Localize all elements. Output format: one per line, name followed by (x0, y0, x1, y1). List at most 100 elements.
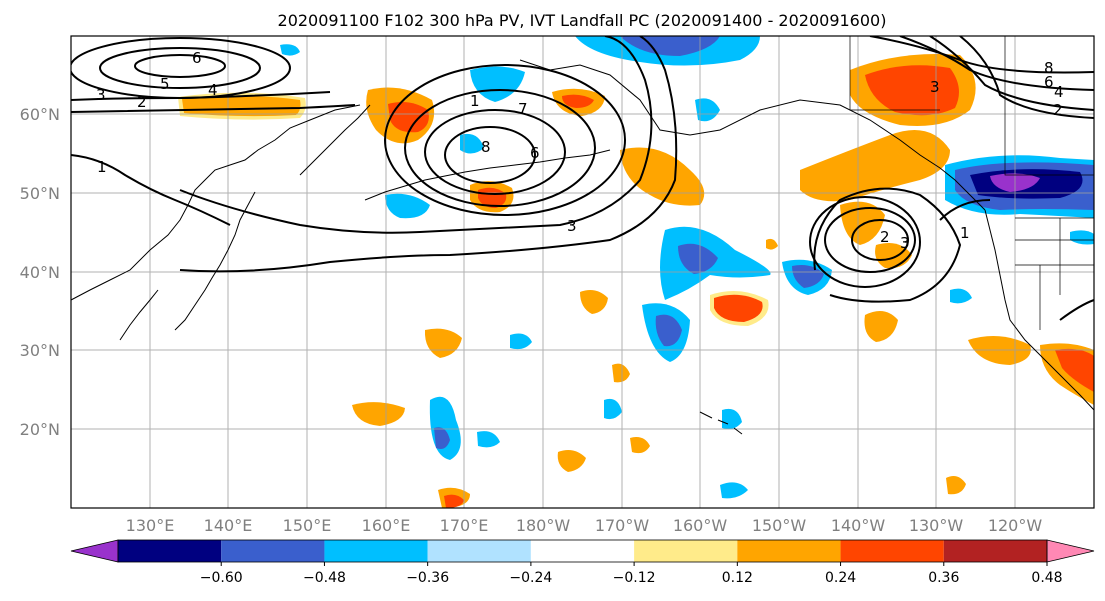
colorbar-box (221, 540, 325, 562)
canada-border (849, 36, 1094, 176)
negative-shading (720, 482, 748, 499)
contour-label: 1 (470, 92, 480, 110)
contour-label: 3 (930, 78, 940, 96)
positive-shading (580, 290, 608, 314)
lat-tick-label: 30°N (20, 341, 60, 360)
colorbar-tick-label: −0.48 (303, 570, 346, 586)
colorbar-tick-label: −0.36 (406, 570, 449, 586)
colorbar-tick-label: 0.12 (722, 570, 753, 586)
lon-tick-label: 130°W (909, 516, 964, 535)
positive-shading (352, 402, 405, 426)
positive-shading (766, 238, 778, 250)
lon-tick-label: 170°E (440, 516, 489, 535)
pv-contour (444, 126, 536, 184)
contour-label: 4 (1054, 83, 1064, 101)
positive-shading (424, 328, 462, 358)
colorbar-box (427, 540, 531, 562)
negative-shading (510, 333, 532, 350)
negative-shading (655, 314, 682, 347)
contour-label: 1 (960, 224, 970, 242)
contour-label: 2 (880, 228, 890, 246)
negative-shading (1070, 230, 1094, 245)
kamchatka-coastline (299, 104, 371, 176)
contour-label: 1 (97, 158, 107, 176)
lat-tick-label: 20°N (20, 420, 60, 439)
contour-label: 3 (96, 86, 106, 104)
colorbar-tick-label: 0.36 (928, 570, 959, 586)
positive-shading (182, 95, 301, 117)
us-state-borders (1015, 217, 1094, 330)
positive-shading (714, 294, 763, 322)
north-america-coastline (984, 209, 1094, 411)
contour-label: 2 (1053, 101, 1063, 119)
figure-title: 2020091100 F102 300 hPa PV, IVT Landfall… (278, 11, 887, 30)
colorbar-extend-min (70, 539, 119, 563)
pv-contour (71, 154, 231, 226)
pv-contour (99, 47, 261, 89)
contour-label: 6 (192, 49, 202, 67)
colorbar: −0.60 −0.48 −0.36 −0.24 −0.12 0.12 0.24 0.36 0.4… (70, 539, 1095, 586)
lat-tick-label: 60°N (20, 105, 60, 124)
lon-tick-label: 180°W (516, 516, 571, 535)
colorbar-box (324, 540, 428, 562)
negative-shading (604, 398, 622, 420)
contour-label: 3 (567, 217, 577, 235)
asia-coastline (71, 104, 361, 301)
longitude-labels: 130°E 140°E 150°E 160°E 170°E 180°W 170°… (126, 516, 1043, 535)
contour-label: 3 (900, 234, 910, 252)
lon-tick-label: 150°E (283, 516, 332, 535)
colorbar-box (634, 540, 738, 562)
colorbar-box (943, 540, 1047, 562)
contour-label: 4 (208, 81, 218, 99)
lat-tick-label: 50°N (20, 184, 60, 203)
negative-shading (620, 36, 720, 56)
pv-contour (959, 36, 1094, 119)
pv-contour (851, 219, 909, 261)
negative-shading (470, 66, 525, 102)
japan-coastline (174, 191, 256, 331)
contour-label: 7 (518, 100, 528, 118)
positive-shading (864, 311, 898, 342)
shading-layer (178, 36, 1094, 508)
contour-label: 5 (160, 75, 170, 93)
hawaii-islands (699, 411, 743, 435)
lon-tick-label: 150°W (752, 516, 807, 535)
positive-shading (630, 437, 650, 454)
lon-tick-label: 120°W (988, 516, 1043, 535)
colorbar-tick-label: −0.24 (509, 570, 552, 586)
positive-shading (388, 102, 429, 133)
colorbar-box (118, 540, 222, 562)
pv-contour (809, 196, 921, 288)
negative-shading (792, 265, 824, 288)
pv-contour (424, 109, 566, 195)
negative-shading (695, 98, 720, 122)
colorbar-box (737, 540, 841, 562)
positive-shading (946, 476, 966, 495)
pv-contour (1059, 299, 1094, 321)
map-frame (70, 35, 1095, 509)
negative-shading (477, 431, 500, 448)
lon-tick-label: 130°E (126, 516, 175, 535)
positive-shading (562, 94, 594, 108)
colorbar-tick-label: 0.24 (825, 570, 856, 586)
aleutian-islands (364, 149, 611, 201)
lon-tick-label: 170°W (595, 516, 650, 535)
colorbar-tick-label: −0.60 (200, 570, 243, 586)
map-panel: 6 5 4 3 2 1 7 8 6 3 8 6 4 3 2 1 2 3 1 (70, 35, 1095, 509)
colorbar-tick-label: 0.48 (1031, 570, 1062, 586)
contour-labels: 6 5 4 3 2 1 7 8 6 3 8 6 4 3 2 1 2 3 1 (96, 49, 1064, 252)
pv-contour (71, 91, 331, 101)
positive-shading (1055, 348, 1094, 392)
negative-shading (385, 193, 430, 219)
colorbar-tick-label: −0.12 (613, 570, 656, 586)
korea-coastline (119, 289, 159, 341)
contour-label: 2 (137, 93, 147, 111)
pv-contour (179, 36, 678, 273)
negative-shading (434, 427, 450, 449)
pv-contour (179, 36, 653, 234)
positive-shading (620, 147, 705, 206)
negative-shading (678, 243, 718, 274)
pv-contour (384, 64, 626, 216)
positive-shading (612, 363, 630, 383)
